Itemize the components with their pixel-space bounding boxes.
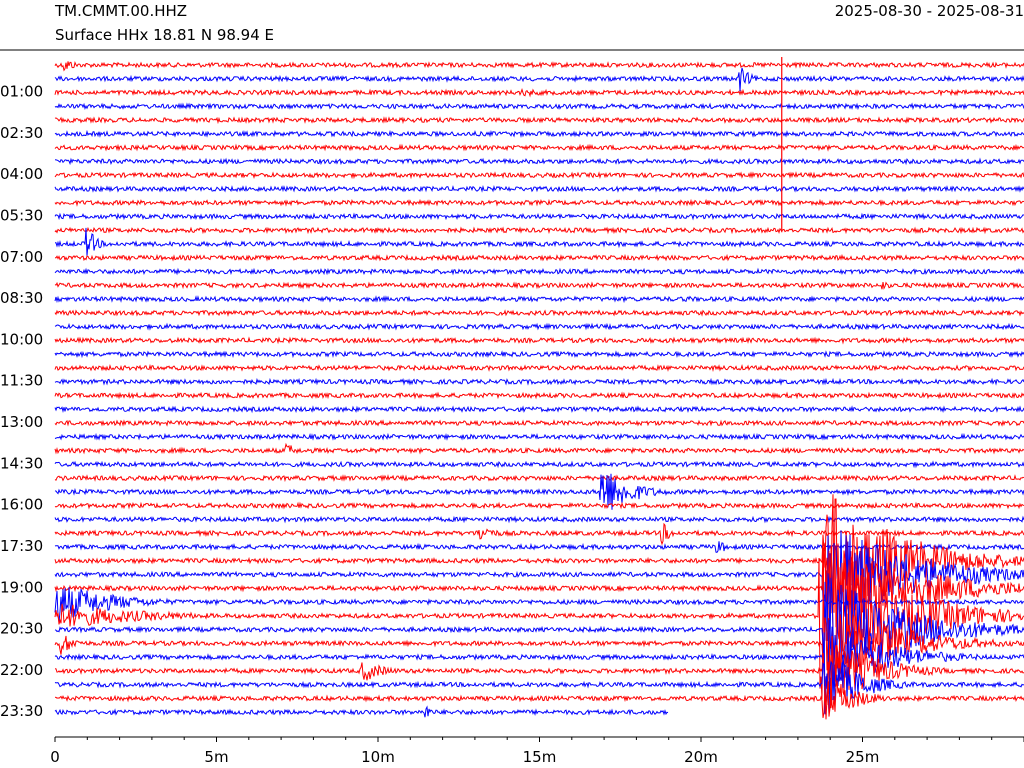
trace-row-4: [54, 116, 1024, 125]
trace-row-29: [54, 460, 1024, 469]
trace-row-9: [54, 184, 1024, 193]
trace-row-15: [54, 267, 1024, 276]
y-tick-label: 02:30: [0, 124, 43, 142]
trace-row-0: [54, 61, 1024, 72]
y-tick-label: 05:30: [0, 206, 43, 224]
trace-row-3: [54, 102, 1024, 111]
trace-row-31: [54, 473, 1024, 510]
y-tick-label: 11:30: [0, 372, 43, 390]
trace-row-2: [54, 88, 1024, 98]
trace-row-5: [54, 129, 1024, 138]
trace-row-47: [54, 705, 669, 718]
y-tick-label: 01:00: [0, 83, 43, 101]
y-tick-label: 04:00: [0, 165, 43, 183]
trace-row-34: [54, 522, 1024, 546]
trace-row-28: [54, 442, 1024, 455]
y-tick-label: 07:00: [0, 248, 43, 266]
x-tick-label: 5m: [204, 748, 228, 766]
trace-row-32: [54, 501, 1024, 510]
trace-row-26: [54, 419, 1024, 427]
y-tick-label: 16:00: [0, 496, 43, 514]
trace-row-44: [54, 636, 1024, 709]
trace-row-22: [54, 363, 1024, 373]
y-tick-label: 10:00: [0, 330, 43, 348]
trace-row-8: [54, 171, 1024, 180]
trace-row-24: [54, 391, 1024, 400]
y-tick-label: 20:30: [0, 620, 43, 638]
trace-row-11: [54, 212, 1024, 221]
trace-row-6: [54, 143, 1024, 152]
location-label: Surface HHx 18.81 N 98.94 E: [55, 26, 275, 44]
x-tick-label: 15m: [523, 748, 557, 766]
trace-row-38: [54, 543, 1024, 642]
x-tick-label: 10m: [361, 748, 395, 766]
trace-row-43: [54, 619, 1024, 697]
y-tick-label: 22:00: [0, 661, 43, 679]
trace-row-45: [54, 660, 1024, 715]
trace-row-23: [54, 377, 1024, 386]
trace-row-10: [54, 198, 1024, 207]
x-tick-label: 0: [50, 748, 60, 766]
x-tick-label: 20m: [684, 748, 718, 766]
y-tick-label: 17:30: [0, 537, 43, 555]
x-tick-label: 25m: [846, 748, 880, 766]
trace-row-1: [54, 67, 1024, 92]
trace-row-21: [54, 350, 1024, 359]
trace-row-39: [54, 587, 1024, 623]
y-tick-label: 08:30: [0, 289, 43, 307]
trace-row-27: [54, 432, 1024, 441]
y-tick-label: 23:30: [0, 702, 43, 720]
y-tick-label: 19:00: [0, 578, 43, 596]
trace-row-37: [54, 530, 1024, 632]
trace-row-16: [54, 281, 1024, 290]
x-axis-ticks: 0 5m 10m 15m 20m 25m: [50, 737, 1024, 766]
y-tick-label: 13:00: [0, 413, 43, 431]
station-label: TM.CMMT.00.HHZ: [55, 2, 188, 20]
trace-row-19: [54, 322, 1024, 331]
date-range-label: 2025-08-30 - 2025-08-31: [834, 2, 1024, 20]
trace-row-7: [54, 157, 1024, 166]
trace-row-14: [54, 253, 1024, 262]
trace-row-25: [54, 405, 1024, 414]
trace-row-13: [55, 227, 1024, 256]
y-axis-ticks: 01:00 02:30 04:00 05:30 07:00 08:30 10:00 11:30…: [0, 83, 43, 721]
trace-group: [54, 57, 1024, 720]
trace-row-33: [54, 515, 1024, 524]
trace-row-46: [54, 677, 1024, 720]
trace-row-20: [54, 336, 1024, 345]
trace-row-17: [54, 295, 1024, 304]
trace-row-12: [54, 226, 1024, 235]
trace-row-18: [54, 308, 1024, 317]
trace-row-30: [54, 474, 1024, 483]
y-tick-label: 14:30: [0, 454, 43, 472]
trace-row-40: [54, 542, 1024, 700]
